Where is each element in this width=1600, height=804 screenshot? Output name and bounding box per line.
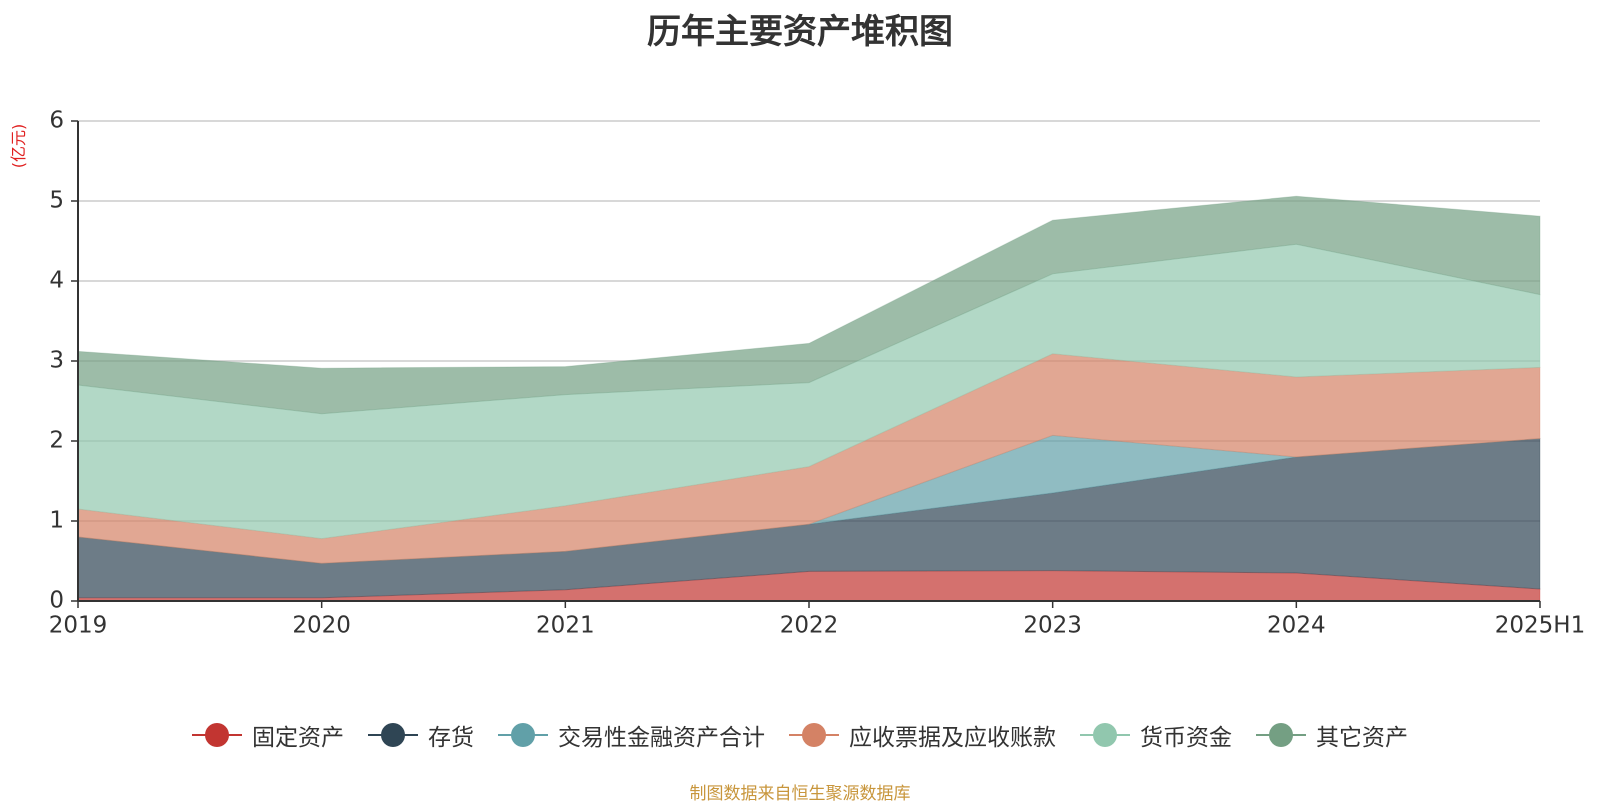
y-tick-label: 6 <box>49 108 64 134</box>
legend-marker-icon <box>1080 723 1130 747</box>
x-tick-label: 2021 <box>536 613 595 639</box>
x-tick-label: 2019 <box>49 613 108 639</box>
area-series-5 <box>77 195 1541 415</box>
legend-label: 货币资金 <box>1140 725 1232 751</box>
legend-marker-icon <box>1256 723 1306 747</box>
legend-marker-icon <box>789 723 839 747</box>
x-tick-label: 2024 <box>1267 613 1326 639</box>
legend-marker-icon <box>368 723 418 747</box>
legend-item[interactable]: 交易性金融资产合计 <box>498 718 765 752</box>
legend-marker-icon <box>192 723 242 747</box>
source-note: 制图数据来自恒生聚源数据库 <box>689 784 911 804</box>
chart-title: 历年主要资产堆积图 <box>647 12 953 52</box>
legend-label: 其它资产 <box>1316 725 1408 751</box>
legend-item[interactable]: 货币资金 <box>1080 718 1232 752</box>
y-tick-label: 3 <box>49 348 64 374</box>
axes: 0 1 2 3 4 5 6 2019 2020 2021 2022 2023 2024 2025H1 <box>49 108 1586 639</box>
x-tick-label: 2020 <box>292 613 351 639</box>
y-tick-label: 4 <box>49 268 64 294</box>
y-tick-label: 2 <box>49 428 64 454</box>
x-tick-label: 2025H1 <box>1495 613 1585 639</box>
legend-label: 应收票据及应收账款 <box>849 725 1056 751</box>
legend-label: 交易性金融资产合计 <box>558 725 765 751</box>
x-tick-label: 2023 <box>1023 613 1082 639</box>
y-tick-label: 5 <box>49 188 64 214</box>
legend-item[interactable]: 其它资产 <box>1256 718 1408 752</box>
x-tick-label: 2022 <box>780 613 839 639</box>
legend-label: 固定资产 <box>252 725 344 751</box>
legend: 固定资产 存货 交易性金融资产合计 应收票据及应收账款 货币资金 其它资产 <box>0 718 1600 752</box>
legend-marker-icon <box>498 723 548 747</box>
legend-item[interactable]: 固定资产 <box>192 718 344 752</box>
legend-item[interactable]: 应收票据及应收账款 <box>789 718 1056 752</box>
y-tick-label: 1 <box>49 508 64 534</box>
y-tick-label: 0 <box>49 588 64 614</box>
legend-label: 存货 <box>428 725 474 751</box>
area-series <box>77 195 1541 602</box>
legend-item[interactable]: 存货 <box>368 718 474 752</box>
